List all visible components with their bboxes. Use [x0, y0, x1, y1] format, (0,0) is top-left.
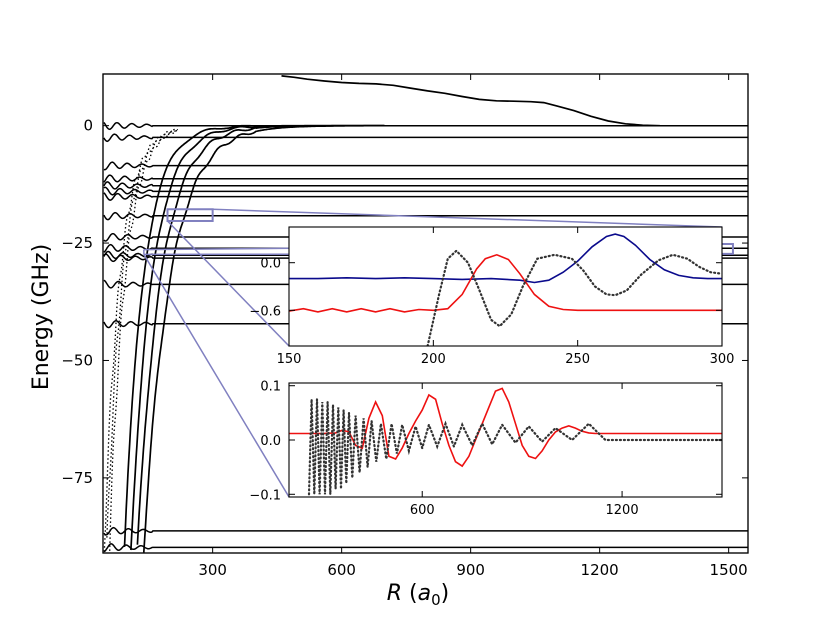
- short-range-dotted-curve: [106, 129, 179, 538]
- inset-bottom-y-tick-label: −0.1: [249, 488, 281, 503]
- inset-top-series-dotted: [426, 249, 722, 346]
- zoom-connector-line: [143, 253, 290, 498]
- inset-top-background: [289, 227, 722, 346]
- inset-bottom-plot: 600 1200 0.1 0.0 −0.1: [249, 380, 723, 518]
- energy-level-line: [103, 133, 748, 143]
- main-y-tick-label: −75: [61, 469, 93, 487]
- main-y-tick-label: 0: [83, 117, 93, 135]
- energy-level-line: [103, 186, 748, 196]
- zoom-connector-line: [212, 208, 723, 228]
- main-x-tick-label: 1500: [710, 561, 748, 579]
- energy-level-line: [103, 526, 748, 536]
- inset-top-x-tick-label: 200: [421, 352, 446, 367]
- inset-bottom-x-tick-label: 1200: [606, 503, 639, 518]
- energy-level-line: [103, 161, 748, 171]
- energy-level-line: [103, 181, 748, 190]
- inset-top-x-tick-label: 300: [710, 352, 735, 367]
- short-range-dotted-curve: [103, 128, 178, 552]
- energy-level-line: [103, 192, 748, 201]
- main-x-tick-label: 600: [327, 561, 356, 579]
- zoom-highlight-box: [166, 208, 214, 222]
- main-y-tick-label: −25: [61, 234, 93, 252]
- inset-top-series-group: [289, 233, 722, 346]
- x-axis-title: R (a0): [387, 581, 450, 609]
- main-y-tick-label: −50: [61, 351, 93, 369]
- inset-top-frame: [288, 226, 723, 347]
- inset-bottom-series-group: [289, 387, 722, 496]
- inset-top-series-red: [289, 253, 722, 313]
- main-x-tick-label: 1200: [581, 561, 619, 579]
- inset-top-y-tick-label: −0.6: [249, 304, 281, 319]
- inset-bottom-y-tick-label: 0.0: [260, 434, 281, 449]
- inset-bottom-series-dotted: [307, 399, 722, 496]
- inset-bottom-y-tick-label: 0.1: [260, 380, 281, 395]
- inset-top-x-tick-label: 250: [565, 352, 590, 367]
- energy-level-line: [103, 543, 748, 553]
- zoom-connector-line: [166, 220, 290, 347]
- y-axis-title: Energy (GHz): [29, 244, 54, 390]
- inset-top-series-blue: [289, 233, 722, 284]
- main-x-tick-label: 300: [198, 561, 227, 579]
- inset-top-y-tick-label: 0.0: [260, 257, 281, 272]
- axis-labels: R (a0) Energy (GHz): [29, 244, 449, 609]
- above-threshold-curve: [281, 75, 660, 127]
- inset-bottom-x-tick-label: 600: [410, 503, 435, 518]
- inset-top-x-tick-label: 150: [277, 352, 302, 367]
- main-frame-border: [102, 73, 749, 554]
- threshold-converging-curve: [142, 124, 385, 553]
- energy-level-line: [103, 174, 748, 183]
- inset-top-plot: 150 200 250 300 0.0 −0.6: [249, 226, 735, 367]
- energy-level-line: [103, 211, 748, 221]
- main-x-tick-label: 900: [456, 561, 485, 579]
